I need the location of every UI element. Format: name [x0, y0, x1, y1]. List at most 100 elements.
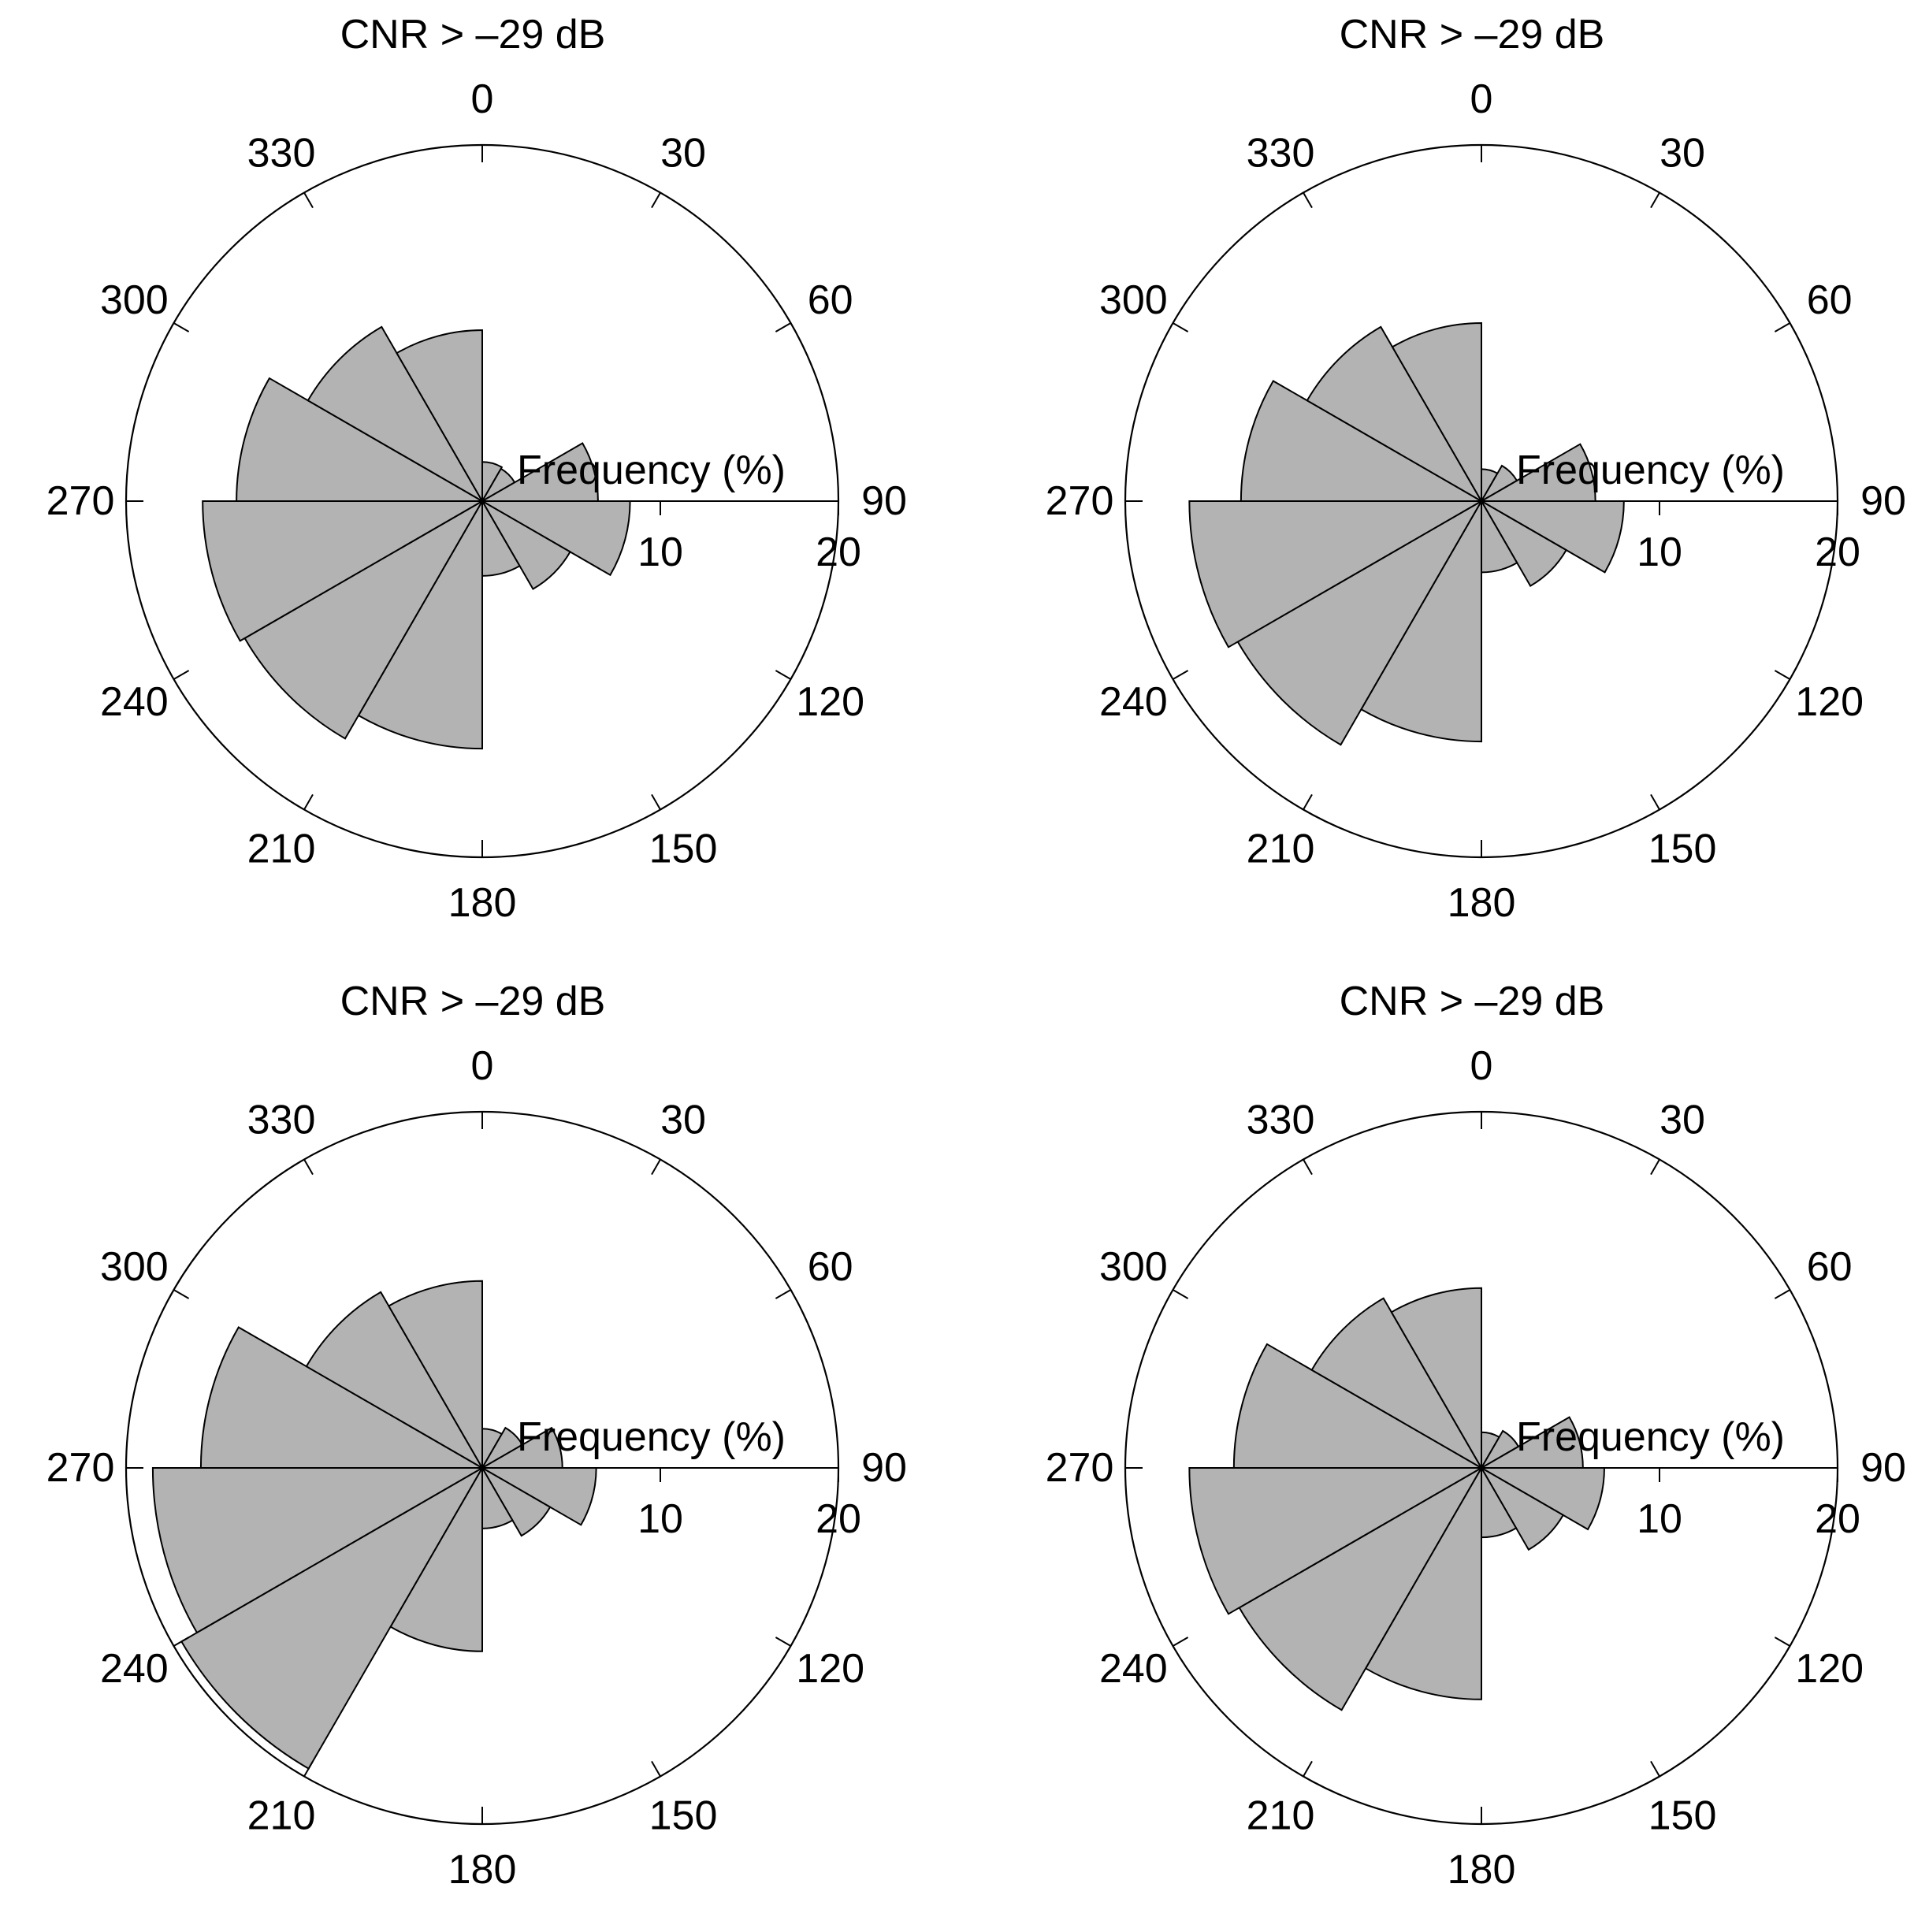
- radial-axis-label: Frequency (%): [1516, 1414, 1785, 1460]
- angle-label-240: 240: [100, 1646, 169, 1692]
- sector-225deg: [180, 1466, 485, 1770]
- angle-label-120: 120: [796, 1646, 864, 1692]
- angle-label-300: 300: [1099, 1244, 1168, 1290]
- angle-label-330: 330: [1247, 130, 1315, 176]
- sector-255deg: [202, 500, 485, 642]
- angle-label-180: 180: [448, 880, 517, 926]
- angle-tick: [651, 192, 661, 209]
- angle-tick: [775, 1637, 791, 1647]
- sector-135deg: [1479, 1466, 1565, 1551]
- angle-label-120: 120: [1795, 1646, 1864, 1692]
- radial-axis-label: Frequency (%): [1516, 448, 1785, 493]
- radial-tick-label: 20: [1815, 1496, 1860, 1542]
- angle-tick: [651, 1760, 661, 1777]
- sector-345deg: [396, 329, 483, 504]
- sector-225deg: [1236, 499, 1484, 746]
- angle-tick: [1650, 1760, 1660, 1777]
- angle-tick: [775, 670, 791, 680]
- sector-285deg: [1240, 380, 1485, 502]
- sector-345deg: [1390, 1287, 1482, 1471]
- angle-label-330: 330: [247, 130, 316, 176]
- angle-label-90: 90: [1860, 1445, 1906, 1491]
- radial-tick-label: 10: [1637, 1496, 1682, 1542]
- polar-chart-3: 10 20 Frequency (%) 0 30 60 90 120 150 180 210 240 2…: [46, 979, 907, 1893]
- angle-label-150: 150: [649, 827, 718, 872]
- angle-label-270: 270: [46, 478, 115, 524]
- sector-345deg: [1391, 321, 1482, 504]
- sector-315deg: [305, 1291, 485, 1470]
- angle-label-30: 30: [660, 1097, 706, 1142]
- angle-tick: [1303, 192, 1313, 209]
- angle-tick: [1774, 322, 1790, 333]
- angle-label-90: 90: [861, 478, 907, 524]
- angle-label-240: 240: [1099, 1646, 1168, 1692]
- angle-tick: [1173, 670, 1189, 680]
- angle-tick: [775, 1289, 791, 1299]
- radial-tick-label: 20: [816, 529, 861, 575]
- sector-225deg: [1238, 1466, 1484, 1711]
- sector-195deg: [357, 498, 483, 750]
- radial-tick-label: 10: [637, 529, 683, 575]
- sector-315deg: [307, 325, 485, 503]
- angle-label-300: 300: [100, 277, 169, 323]
- angle-label-270: 270: [46, 1445, 115, 1491]
- angle-label-30: 30: [660, 130, 706, 176]
- angle-label-330: 330: [1247, 1097, 1315, 1142]
- angle-tick: [1303, 1159, 1313, 1176]
- angle-label-180: 180: [1448, 880, 1516, 926]
- radial-tick-label: 20: [1815, 529, 1860, 575]
- angle-tick: [775, 322, 791, 333]
- angle-tick: [1774, 670, 1790, 680]
- angle-label-30: 30: [1660, 1097, 1705, 1142]
- angle-tick: [1774, 1289, 1790, 1299]
- angle-tick: [173, 1289, 190, 1299]
- sector-135deg: [1479, 499, 1568, 588]
- sector-255deg: [1188, 500, 1485, 648]
- polar-chart-2: 10 20 Frequency (%) 0 30 60 90 120 150 180 210 240 2…: [1046, 12, 1906, 926]
- polar-chart-4: 10 20 Frequency (%) 0 30 60 90 120 150 180 210 240 2…: [1046, 979, 1906, 1893]
- angle-tick: [303, 192, 314, 209]
- angle-label-60: 60: [808, 277, 853, 323]
- angle-label-330: 330: [247, 1097, 316, 1142]
- angle-label-180: 180: [448, 1847, 517, 1893]
- angle-label-60: 60: [1807, 1244, 1853, 1290]
- angle-tick: [173, 1637, 190, 1647]
- angle-tick: [173, 670, 190, 680]
- sector-135deg: [480, 1466, 552, 1537]
- angle-label-60: 60: [808, 1244, 853, 1290]
- chart-title: CNR > –29 dB: [340, 979, 606, 1024]
- angle-label-240: 240: [1099, 679, 1168, 725]
- sector-135deg: [480, 499, 571, 590]
- chart-title: CNR > –29 dB: [1340, 12, 1605, 58]
- angle-tick: [173, 322, 190, 333]
- angle-label-120: 120: [1795, 679, 1864, 725]
- angle-label-0: 0: [471, 1043, 494, 1089]
- angle-label-120: 120: [796, 679, 864, 725]
- angle-label-300: 300: [1099, 277, 1168, 323]
- angle-label-60: 60: [1807, 277, 1853, 323]
- angle-tick: [1303, 1760, 1313, 1777]
- radial-tick-label: 20: [816, 1496, 861, 1542]
- angle-label-270: 270: [1046, 1445, 1114, 1491]
- chart-title: CNR > –29 dB: [340, 12, 606, 58]
- angle-label-0: 0: [1470, 76, 1493, 122]
- sector-315deg: [1306, 325, 1484, 503]
- sector-105deg: [1478, 500, 1625, 574]
- angle-label-150: 150: [649, 1793, 718, 1839]
- angle-label-90: 90: [861, 1445, 907, 1491]
- polar-chart-1: 10 20 Frequency (%) 0 30 60 90 120 150 180 210 240 2…: [46, 12, 907, 926]
- angle-label-90: 90: [1860, 478, 1906, 524]
- angle-tick: [1173, 1637, 1189, 1647]
- angle-tick: [1173, 1289, 1189, 1299]
- angle-label-0: 0: [471, 76, 494, 122]
- angle-tick: [1650, 192, 1660, 209]
- angle-tick: [303, 793, 314, 810]
- sector-285deg: [1232, 1343, 1485, 1469]
- sector-195deg: [389, 1465, 483, 1652]
- chart-title: CNR > –29 dB: [1340, 979, 1605, 1024]
- angle-label-150: 150: [1648, 827, 1717, 872]
- angle-tick: [1650, 1159, 1660, 1176]
- angle-tick: [303, 1760, 314, 1777]
- angle-label-210: 210: [1247, 827, 1315, 872]
